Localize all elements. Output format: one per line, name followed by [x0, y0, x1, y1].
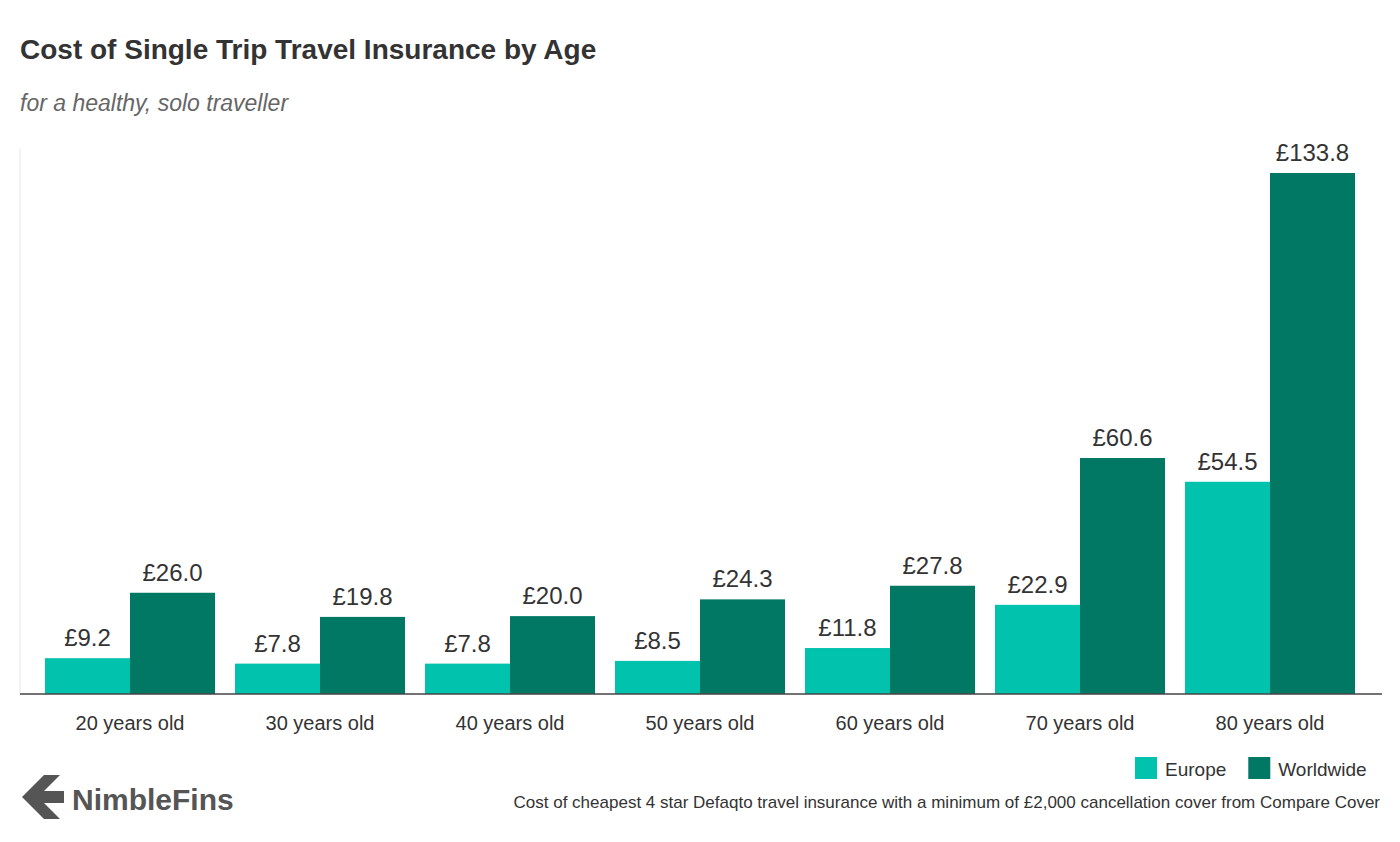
- x-tick-label: 50 years old: [646, 712, 755, 734]
- bar: [890, 586, 975, 694]
- data-label: £20.0: [522, 582, 582, 609]
- bar: [130, 593, 215, 694]
- bar: [805, 648, 890, 694]
- bar: [615, 661, 700, 694]
- data-label: £26.0: [142, 559, 202, 586]
- bar: [1080, 458, 1165, 694]
- x-tick-label: 30 years old: [266, 712, 375, 734]
- logo-icon: [22, 775, 64, 819]
- title: Cost of Single Trip Travel Insurance by …: [20, 34, 596, 65]
- data-label: £27.8: [902, 552, 962, 579]
- x-tick-label: 80 years old: [1216, 712, 1325, 734]
- bar: [235, 664, 320, 694]
- chart: Cost of Single Trip Travel Insurance by …: [0, 0, 1400, 842]
- data-label: £8.5: [634, 627, 681, 654]
- data-label: £22.9: [1007, 571, 1067, 598]
- background: [0, 0, 1400, 842]
- bar: [425, 664, 510, 694]
- legend-swatch: [1135, 757, 1157, 779]
- bar: [1270, 173, 1355, 694]
- x-tick-label: 60 years old: [836, 712, 945, 734]
- y-axis-line: [20, 149, 21, 694]
- bar: [995, 605, 1080, 694]
- bar: [320, 617, 405, 694]
- x-axis-line: [20, 693, 1382, 695]
- data-label: £9.2: [64, 624, 111, 651]
- data-label: £7.8: [444, 630, 491, 657]
- x-tick-label: 40 years old: [456, 712, 565, 734]
- bar: [45, 658, 130, 694]
- data-label: £19.8: [332, 583, 392, 610]
- bar: [700, 599, 785, 694]
- data-label: £7.8: [254, 630, 301, 657]
- legend-label: Worldwide: [1278, 759, 1366, 780]
- bar: [1185, 482, 1270, 694]
- legend-label: Europe: [1165, 759, 1226, 780]
- data-label: £24.3: [712, 565, 772, 592]
- subtitle: for a healthy, solo traveller: [20, 90, 289, 116]
- source-note: Cost of cheapest 4 star Defaqto travel i…: [514, 793, 1381, 812]
- data-label: £133.8: [1276, 139, 1349, 166]
- legend: Europe Worldwide: [1135, 757, 1367, 780]
- data-label: £54.5: [1197, 448, 1257, 475]
- data-label: £60.6: [1092, 424, 1152, 451]
- x-tick-label: 70 years old: [1026, 712, 1135, 734]
- bars: [45, 173, 1355, 694]
- data-label: £11.8: [818, 614, 876, 641]
- legend-swatch: [1248, 757, 1270, 779]
- x-tick-label: 20 years old: [76, 712, 185, 734]
- bar: [510, 616, 595, 694]
- logo: NimbleFins: [72, 783, 234, 816]
- data-labels: £9.2 £7.8 £7.8 £8.5 £11.8 £22.9 £54.5 £26.0 £19.…: [64, 139, 1349, 657]
